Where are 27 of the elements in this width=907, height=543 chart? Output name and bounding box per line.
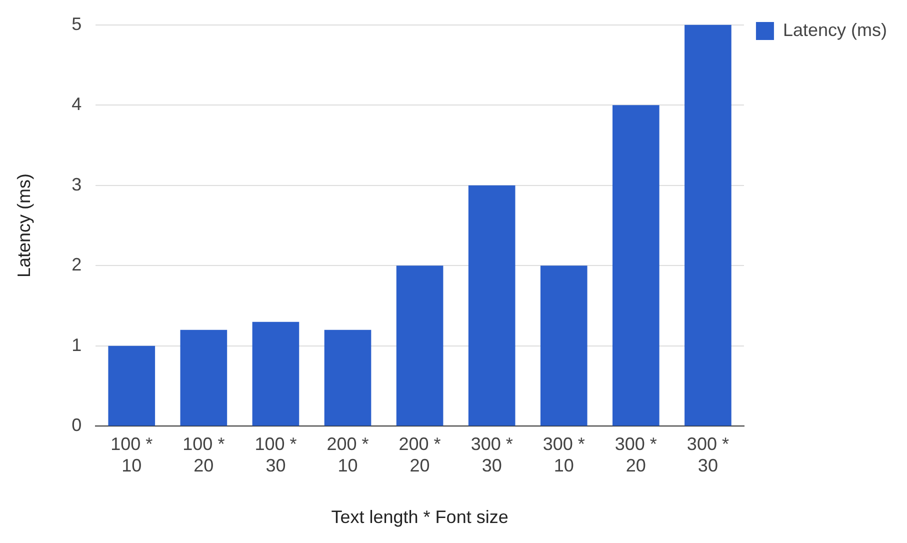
x-axis-title: Text length * Font size <box>331 507 508 528</box>
x-tick-label: 100 * 30 <box>254 434 297 476</box>
bar <box>252 322 300 426</box>
bar <box>396 266 444 426</box>
x-tick-label: 200 * 10 <box>326 434 369 476</box>
y-tick-label: 2 <box>72 254 82 275</box>
legend-label: Latency (ms) <box>782 20 888 40</box>
y-tick-label: 4 <box>72 94 82 114</box>
bar <box>108 346 156 426</box>
x-tick-label: 100 * 20 <box>182 434 225 476</box>
bar <box>180 330 228 426</box>
x-tick-label: 200 * 20 <box>398 434 441 476</box>
y-axis-title: Latency (ms) <box>14 173 34 278</box>
x-tick-label: 100 * 10 <box>110 434 153 476</box>
y-tick-label: 0 <box>72 415 82 436</box>
x-tick-label: 300 * 10 <box>542 434 585 476</box>
bar <box>324 330 372 426</box>
y-tick-label: 3 <box>72 174 82 194</box>
bar <box>612 105 660 426</box>
x-tick-label: 300 * 30 <box>686 434 729 476</box>
x-tick-label: 300 * 30 <box>470 434 513 476</box>
x-tick-label: 300 * 20 <box>614 434 657 476</box>
y-tick-label: 1 <box>72 334 82 355</box>
bar <box>540 266 588 426</box>
bar <box>468 185 516 426</box>
y-tick-label: 5 <box>72 14 82 34</box>
bar <box>684 24 732 426</box>
